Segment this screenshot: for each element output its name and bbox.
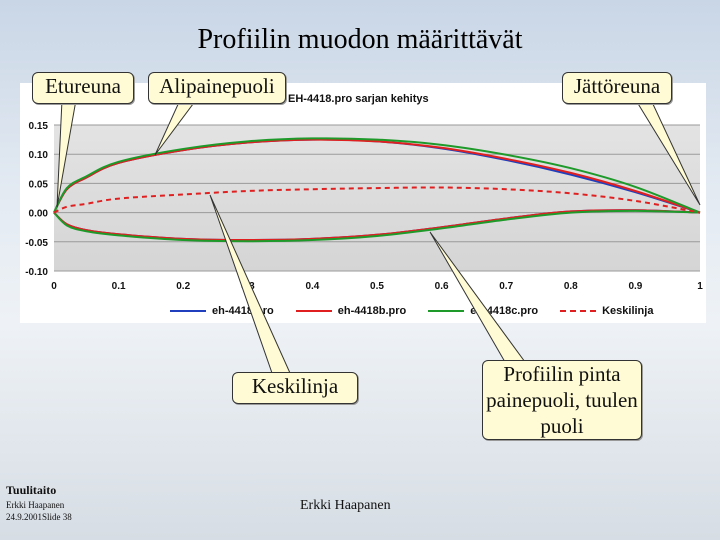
x-tick-label: 1 bbox=[697, 281, 703, 292]
y-tick-label: 0.00 bbox=[29, 209, 49, 220]
x-tick-label: 0.5 bbox=[370, 281, 384, 292]
x-tick-label: 0.6 bbox=[435, 281, 449, 292]
series-line-3 bbox=[53, 186, 701, 214]
legend-item: eh-4418.pro bbox=[170, 305, 274, 317]
y-tick-label: 0.10 bbox=[29, 150, 49, 161]
x-tick-label: 0.1 bbox=[112, 281, 126, 292]
legend-swatch bbox=[428, 310, 465, 312]
legend-item: Keskilinja bbox=[560, 305, 653, 317]
x-tick-label: 0.8 bbox=[564, 281, 578, 292]
x-tick-label: 0 bbox=[51, 281, 57, 292]
legend-item: eh-4418c.pro bbox=[428, 305, 538, 317]
callout-keskilinja: Keskilinja bbox=[232, 372, 358, 404]
series-lower-1 bbox=[53, 209, 701, 242]
legend-label: eh-4418b.pro bbox=[337, 305, 407, 317]
x-tick-label: 0.7 bbox=[499, 281, 513, 292]
legend-swatch bbox=[170, 310, 206, 312]
y-tick-label: -0.10 bbox=[25, 267, 48, 278]
legend-swatch bbox=[560, 310, 597, 312]
series-upper-1 bbox=[53, 138, 701, 214]
legend-label: Keskilinja bbox=[602, 305, 654, 317]
x-tick-label: 0.9 bbox=[628, 281, 642, 292]
chart-panel: EH-4418.pro sarjan kehitys 0.15 0.10 0.05 0… bbox=[20, 83, 706, 323]
callout-etureuna: Etureuna bbox=[32, 72, 134, 104]
footer-brand: Tuulitaito bbox=[6, 483, 57, 497]
chart-legend: eh-4418.pro eh-4418b.pro eh-4418c.pro Keski… bbox=[170, 305, 653, 317]
callout-jattoreuna: Jättöreuna bbox=[562, 72, 672, 104]
y-tick-label: -0.05 bbox=[25, 238, 48, 249]
y-tick-label: 0.15 bbox=[29, 121, 49, 132]
series-lower-2 bbox=[53, 209, 701, 243]
legend-swatch bbox=[295, 310, 332, 312]
slide-title: Profiilin muodon määrittävät bbox=[197, 24, 523, 55]
y-tick-label: 0.05 bbox=[29, 179, 49, 190]
legend-label: eh-4418.pro bbox=[212, 305, 274, 317]
footer-date-slide: 24.9.2001Slide 38 bbox=[6, 512, 72, 522]
x-tick-label: 0.2 bbox=[176, 281, 190, 292]
footer-author: Erkki Haapanen bbox=[6, 500, 65, 510]
x-tick-label: 0.4 bbox=[305, 281, 319, 292]
legend-item: eh-4418b.pro bbox=[295, 305, 407, 317]
callout-alipainepuoli: Alipainepuoli bbox=[148, 72, 286, 104]
airfoil-chart: 0.15 0.10 0.05 0.00 -0.05 -0.100 0.1 0.2 0.3 0.4 0… bbox=[25, 121, 703, 292]
footer-center-author: Erkki Haapanen bbox=[300, 498, 391, 513]
callout-painepuoli: Profiilin pinta painepuoli, tuulen puoli bbox=[482, 360, 642, 440]
legend-label: eh-4418c.pro bbox=[470, 305, 539, 317]
chart-title: EH-4418.pro sarjan kehitys bbox=[288, 93, 429, 105]
x-tick-label: 0.3 bbox=[241, 281, 255, 292]
series-upper-2 bbox=[53, 137, 701, 214]
